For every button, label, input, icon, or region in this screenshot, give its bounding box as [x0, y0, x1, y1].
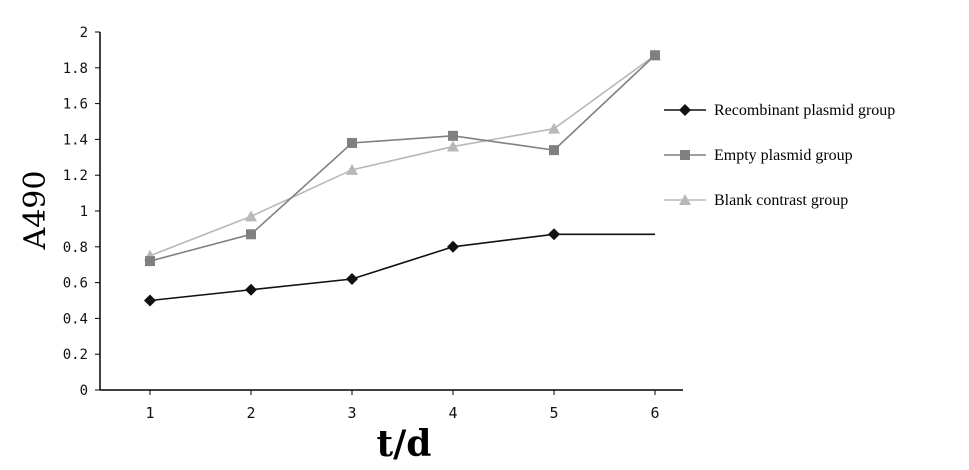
x-axis-title: t/d: [377, 423, 432, 465]
legend-marker: [679, 104, 691, 116]
y-tick-label: 0.4: [63, 311, 88, 327]
series-line: [149, 233, 655, 302]
data-point: [245, 210, 257, 222]
legend-item: Empty plasmid group: [664, 147, 853, 164]
y-tick-label: 1.4: [63, 132, 88, 148]
x-tick-label: 1: [145, 404, 154, 422]
x-tick-label: 3: [347, 404, 356, 422]
data-point: [447, 140, 459, 152]
data-point: [548, 228, 560, 241]
series-square: [145, 50, 660, 267]
y-axis-title: A490: [18, 171, 53, 251]
legend-label: Recombinant plasmid group: [714, 102, 895, 119]
x-tick-label: 4: [448, 404, 457, 422]
y-tick-label: 0.6: [63, 276, 88, 292]
legend-label: Blank contrast group: [714, 192, 848, 209]
y-tick-label: 1.8: [63, 61, 88, 77]
y-tick-label: 0: [80, 383, 88, 399]
y-tick-label: 1: [80, 204, 88, 220]
legend: Recombinant plasmid group Empty plasmid g…: [664, 102, 895, 209]
legend-marker: [680, 150, 690, 160]
data-point: [548, 122, 560, 134]
data-point: [650, 50, 660, 61]
data-point: [447, 240, 459, 253]
legend-marker: [679, 194, 691, 205]
x-tick-label: 6: [650, 404, 659, 422]
series-line: [149, 54, 656, 262]
legend-label: Empty plasmid group: [714, 147, 853, 164]
y-tick-label: 2: [80, 25, 88, 41]
x-tick-label: 2: [246, 404, 255, 422]
data-point: [245, 283, 257, 296]
legend-item: Recombinant plasmid group: [664, 102, 895, 119]
y-ticks: 0 0.2 0.4 0.6 0.8 1 1.2 1.4 1.6 1.8 2: [63, 25, 100, 399]
data-point: [549, 145, 559, 156]
data-point: [346, 273, 358, 286]
series-triangle: [144, 49, 661, 261]
series-diamond: [144, 228, 655, 307]
axes: [99, 32, 683, 391]
data-point: [448, 130, 458, 141]
x-ticks: 1 2 3 4 5 6: [145, 390, 660, 422]
y-tick-label: 1.2: [63, 168, 88, 184]
data-point: [246, 229, 256, 240]
y-tick-label: 0.2: [63, 347, 88, 363]
data-point: [145, 256, 155, 267]
series-line: [149, 54, 656, 257]
y-tick-label: 1.6: [63, 97, 88, 113]
data-point: [347, 137, 357, 148]
legend-item: Blank contrast group: [664, 192, 848, 209]
series-layer: [144, 49, 661, 307]
x-tick-label: 5: [549, 404, 558, 422]
y-tick-label: 0.8: [63, 240, 88, 256]
data-point: [144, 294, 156, 307]
data-point: [346, 163, 358, 175]
